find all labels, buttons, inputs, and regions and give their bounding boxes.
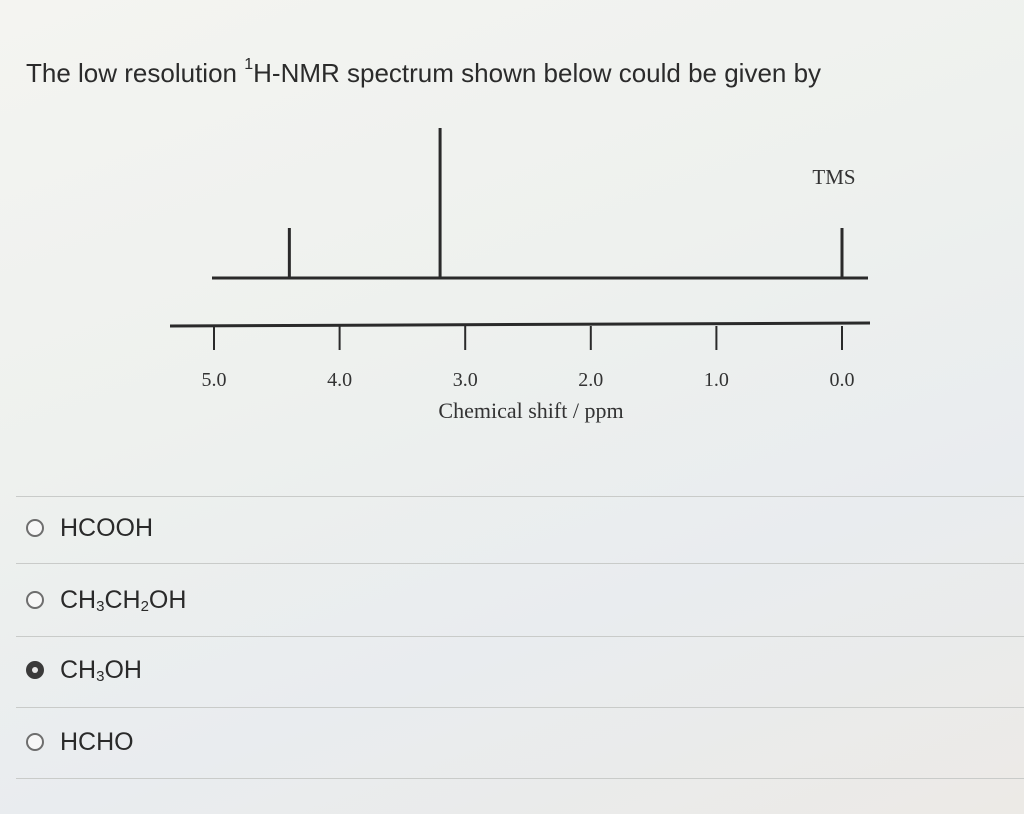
axis-layer: 5.0 4.0 3.0 2.0 1.0 0.0 xyxy=(169,321,871,391)
x-tick-label-5: 0.0 xyxy=(830,369,855,391)
option-radio[interactable] xyxy=(26,519,44,537)
divider xyxy=(16,778,1024,779)
option-label: HCHO xyxy=(60,727,134,756)
question-suffix: H-NMR spectrum shown below could be give… xyxy=(253,58,822,88)
option-radio-selected[interactable] xyxy=(26,661,44,679)
divider xyxy=(16,496,1024,497)
x-tick-label-2: 3.0 xyxy=(453,369,478,391)
question-superscript: 1 xyxy=(244,56,254,73)
x-tick-label-3: 2.0 xyxy=(578,369,603,391)
option-radio[interactable] xyxy=(26,591,44,609)
x-axis-line xyxy=(169,321,871,328)
option-ch3ch2oh[interactable]: CH3CH2OH xyxy=(26,580,186,620)
x-axis-title: Chemical shift / ppm xyxy=(438,398,623,423)
x-tick-label-0: 5.0 xyxy=(202,369,227,391)
divider xyxy=(16,707,1024,708)
peak-label-2: TMS xyxy=(812,165,855,189)
question-text: The low resolution 1H-NMR spectrum shown… xyxy=(26,56,822,89)
option-label: HCOOH xyxy=(60,513,154,542)
option-label: CH3CH2OH xyxy=(60,585,187,615)
divider xyxy=(16,563,1024,564)
option-hcho[interactable]: HCHO xyxy=(26,722,134,762)
x-tick-label-1: 4.0 xyxy=(327,369,352,391)
option-radio[interactable] xyxy=(26,733,44,751)
option-ch3oh[interactable]: CH3OH xyxy=(26,650,142,690)
nmr-spectrum-chart: TMS 5.0 4.0 3.0 2.0 1.0 0.0 Chemical shift / … xyxy=(169,128,871,423)
divider xyxy=(16,636,1024,637)
x-tick-label-4: 1.0 xyxy=(704,369,729,391)
peaks-layer: TMS xyxy=(212,128,868,280)
option-label: CH3OH xyxy=(60,655,142,685)
question-prefix: The low resolution xyxy=(26,58,245,88)
option-hcooh[interactable]: HCOOH xyxy=(26,508,153,548)
